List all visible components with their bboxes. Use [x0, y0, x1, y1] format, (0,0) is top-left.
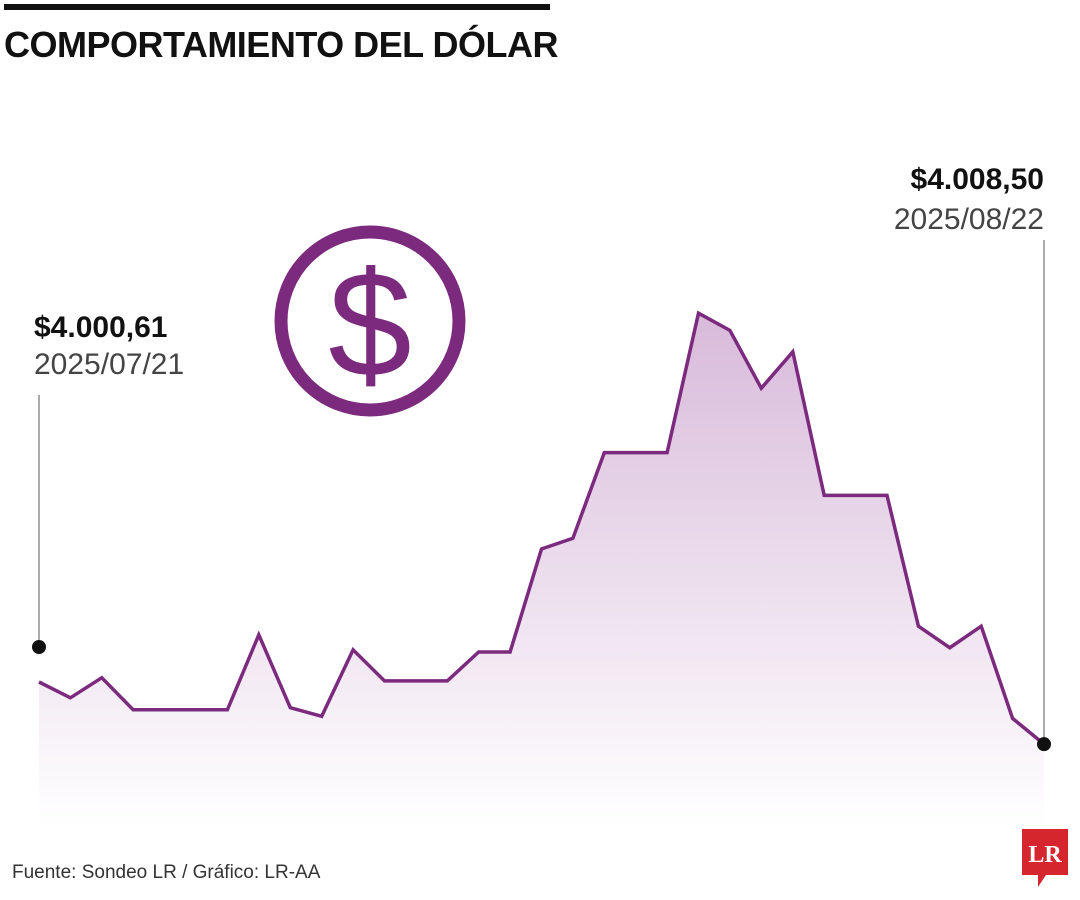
- source-credit: Fuente: Sondeo LR / Gráfico: LR-AA: [12, 862, 321, 883]
- dollar-coin-icon: $: [274, 225, 466, 417]
- coin-ring: [274, 225, 466, 417]
- end-value-label: $4.008,50: [911, 163, 1044, 196]
- area-fill: [39, 313, 1044, 828]
- lr-logo: LR: [1022, 829, 1068, 887]
- lr-logo-badge: [1022, 829, 1068, 887]
- start-date-label: 2025/07/21: [34, 348, 184, 381]
- lr-logo-text: LR: [1028, 842, 1062, 868]
- start-point-marker: [32, 640, 46, 654]
- series-line: [38, 310, 1046, 746]
- chart-title: COMPORTAMIENTO DEL DÓLAR: [4, 24, 559, 65]
- start-value-label: $4.000,61: [34, 311, 167, 344]
- end-date-label: 2025/08/22: [894, 203, 1044, 236]
- title-top-rule: [4, 4, 550, 10]
- end-point-marker: [1037, 737, 1051, 752]
- dollar-glyph: $: [328, 240, 411, 408]
